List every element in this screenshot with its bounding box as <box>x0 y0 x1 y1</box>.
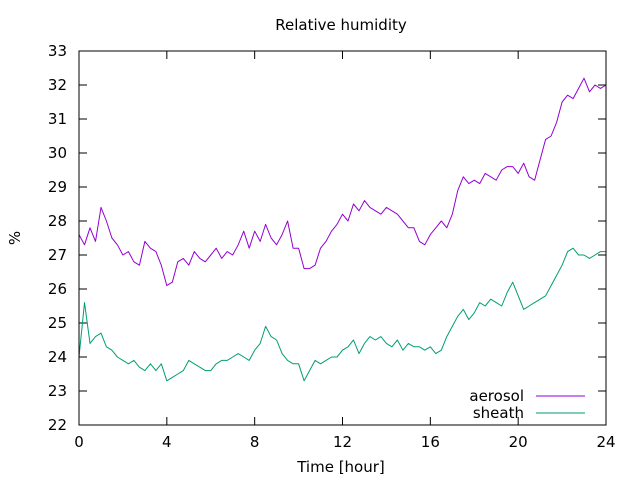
y-tick-label: 29 <box>48 178 67 196</box>
y-tick-label: 33 <box>48 42 67 60</box>
y-tick-label: 22 <box>48 416 67 434</box>
y-tick-label: 32 <box>48 76 67 94</box>
x-axis-label: Time [hour] <box>296 458 385 476</box>
y-tick-label: 28 <box>48 212 67 230</box>
legend-label-aerosol: aerosol <box>469 387 524 405</box>
series-line-aerosol <box>78 77 607 287</box>
y-tick-label: 24 <box>48 348 67 366</box>
series-line-sheath <box>78 247 606 382</box>
x-tick-label: 8 <box>250 433 260 451</box>
x-tick-label: 24 <box>596 433 615 451</box>
y-tick-label: 30 <box>48 144 67 162</box>
x-tick-label: 0 <box>74 433 84 451</box>
x-tick-label: 12 <box>333 433 352 451</box>
y-tick-label: 25 <box>48 314 67 332</box>
y-tick-label: 23 <box>48 382 67 400</box>
plot-frame <box>78 50 607 426</box>
axis-ticks: 22 23 24 25 26 27 28 29 30 31 32 33 0 4 8 12 16 20 24 <box>48 42 616 451</box>
series-layer <box>78 77 607 382</box>
x-tick-label: 20 <box>509 433 528 451</box>
x-tick-label: 4 <box>162 433 172 451</box>
x-tick-label: 16 <box>421 433 440 451</box>
y-tick-label: 26 <box>48 280 67 298</box>
y-tick-label: 31 <box>48 110 67 128</box>
y-axis-label: % <box>6 231 24 245</box>
y-tick-label: 27 <box>48 246 67 264</box>
chart-title: Relative humidity <box>275 16 407 34</box>
legend-label-sheath: sheath <box>473 404 524 422</box>
